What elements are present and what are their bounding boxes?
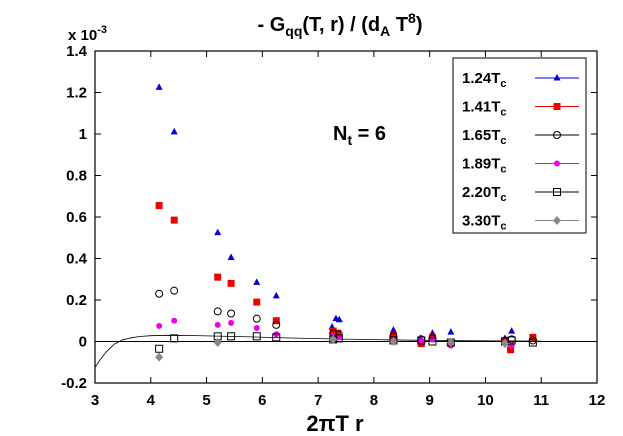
data-point [335,334,342,341]
data-point [155,344,164,353]
x-tick-label: 6 [258,392,266,409]
data-point [170,127,178,135]
y-multiplier: x 10-3 [68,24,107,44]
x-axis-label: 2πT r [306,411,364,436]
data-point [253,278,261,285]
svg-text:- Gqq(T, r) / (dA T8): - Gqq(T, r) / (dA T8) [257,10,422,39]
data-point [155,83,163,90]
data-point [252,314,261,323]
nt-annotation: Nt = 6 [333,123,386,148]
data-point [507,336,516,345]
chart-title: - Gqq(T, r) / (dA T8) [257,10,422,39]
y-tick-label: 0.8 [66,168,87,185]
fit-curve [94,334,542,368]
y-tick-label: 1.4 [66,43,88,60]
data-point [389,337,398,346]
y-tick-label: 0 [79,334,87,351]
data-point [156,322,163,329]
legend-label: 3.30Tc [462,213,506,233]
y-tick-label: 0.2 [66,292,87,309]
data-point [227,332,236,341]
data-point [272,320,281,329]
data-point [155,352,164,362]
data-point [213,307,222,316]
data-point [447,328,455,335]
data-point [389,326,397,333]
data-point [528,338,537,347]
x-tick-label: 9 [425,392,433,409]
data-point [417,336,426,345]
legend: 1.24Tc 1.41Tc 1.65Tc 1.89Tc 2.20Tc 3.30Tc [452,57,587,234]
data-point [170,334,179,343]
data-point [228,319,235,326]
legend-marker [553,74,561,81]
legend-marker [553,131,561,139]
legend-marker [553,188,561,196]
x-tick-label: 8 [370,392,378,409]
data-point [213,338,222,348]
data-point [418,337,425,344]
data-point [389,331,397,339]
x-tick-label: 4 [147,392,156,409]
data-point [429,336,436,343]
x-tick-label: 7 [314,392,322,409]
data-point [170,286,179,295]
series-3 [155,286,537,345]
data-point [227,279,235,287]
legend-label: 1.89Tc [462,156,506,176]
data-point [171,317,178,324]
legend-label: 1.65Tc [462,127,506,147]
data-point [252,332,261,341]
y-tick-label: 0.4 [66,251,88,268]
data-point [272,291,280,299]
data-point [155,202,163,210]
data-point [428,337,437,346]
data-point [214,228,222,236]
svg-text:x 10-3: x 10-3 [68,24,107,44]
svg-text:2πT r: 2πT r [306,411,364,436]
data-point [508,327,516,334]
data-point [500,339,509,349]
x-tick-label: 10 [477,392,494,409]
data-point [214,273,222,281]
data-point [446,338,455,348]
legend-label: 1.41Tc [462,99,506,119]
legend-marker [553,216,561,225]
legend-marker [553,103,561,110]
legend-marker [554,160,560,167]
y-tick-label: 1 [79,126,87,143]
x-tick-label: 3 [91,392,99,409]
y-tick-label: -0.2 [61,375,87,392]
data-point [272,333,281,342]
x-tick-label: 5 [202,392,210,409]
data-point [334,329,342,337]
data-point [227,253,235,260]
legend-label: 1.24Tc [462,70,506,90]
x-tick-label: 12 [589,392,606,409]
data-point [214,321,221,328]
data-point [329,327,337,335]
data-point [507,346,515,354]
x-tick-label: 11 [533,392,549,409]
y-tick-label: 1.2 [66,85,87,102]
svg-text:Nt = 6: Nt = 6 [333,123,386,148]
data-point [155,289,164,298]
data-point [329,334,338,344]
data-point [253,325,260,332]
data-point [253,298,261,306]
data-point [170,216,178,224]
data-point [227,309,236,318]
legend-box [452,57,587,234]
data-point [272,317,280,325]
series-6 [155,334,509,362]
legend-label: 2.20Tc [462,184,506,204]
y-tick-label: 0.6 [66,209,87,226]
data-point [335,315,343,323]
